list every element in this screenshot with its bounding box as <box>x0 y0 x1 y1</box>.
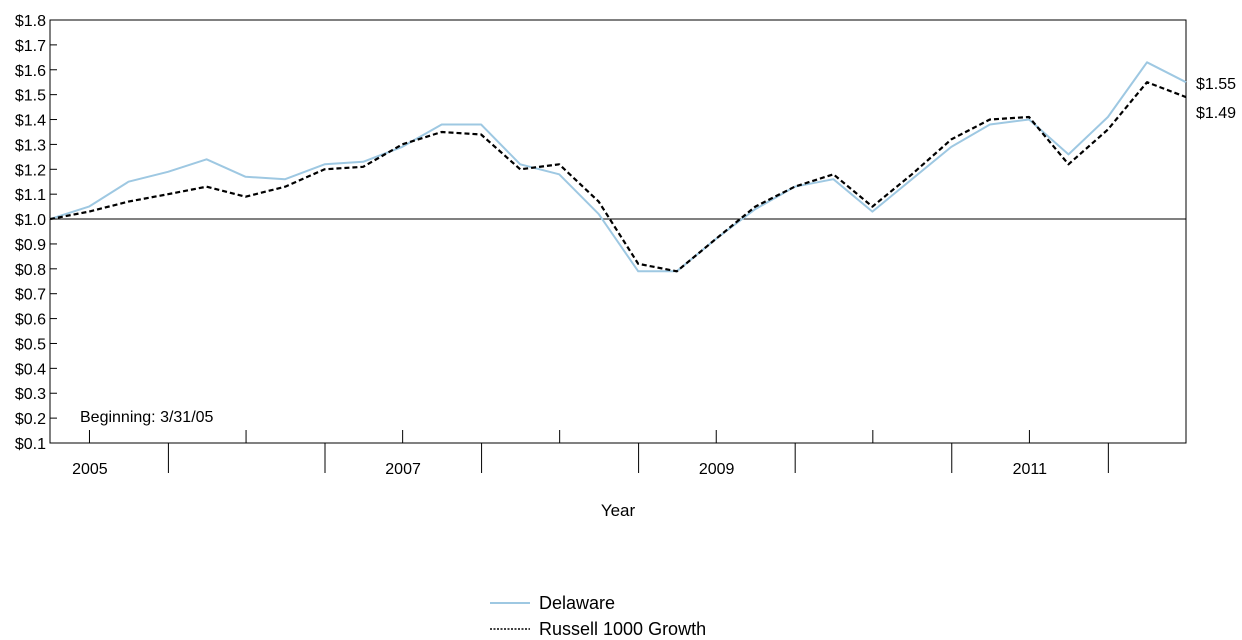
y-tick-label: $0.4 <box>15 361 46 378</box>
x-tick-label: 2011 <box>1013 461 1048 478</box>
y-tick-label: $1.2 <box>15 162 46 179</box>
y-tick-label: $1.5 <box>15 88 46 105</box>
y-tick-label: $0.7 <box>15 287 46 304</box>
y-tick-label: $1.8 <box>15 13 46 30</box>
y-tick-label: $1.0 <box>15 212 46 229</box>
x-tick-label: 2007 <box>385 461 421 478</box>
x-axis-title: Year <box>601 501 636 520</box>
x-tick-label: 2005 <box>72 461 108 478</box>
y-tick-label: $1.7 <box>15 38 46 55</box>
y-tick-label: $0.8 <box>15 262 46 279</box>
y-tick-label: $0.3 <box>15 386 46 403</box>
y-tick-label: $1.1 <box>15 187 46 204</box>
series-line-delaware <box>49 61 1187 273</box>
legend-label-delaware: Delaware <box>539 593 615 613</box>
y-tick-label: $0.9 <box>15 237 46 254</box>
y-tick-label: $0.1 <box>15 436 46 453</box>
beginning-annotation: Beginning: 3/31/05 <box>80 409 214 426</box>
y-tick-label: $1.4 <box>15 113 46 130</box>
y-tick-label: $1.3 <box>15 137 46 154</box>
x-tick-label: 2009 <box>699 461 735 478</box>
end-label-russell: $1.49 <box>1196 105 1236 122</box>
series-line-russell-1000-growth <box>49 81 1187 273</box>
plot-frame <box>49 19 1187 444</box>
end-label-delaware: $1.55 <box>1196 76 1236 93</box>
y-tick-label: $0.2 <box>15 411 46 428</box>
y-tick-label: $0.5 <box>15 336 46 353</box>
y-tick-label: $1.6 <box>15 63 46 80</box>
y-tick-label: $0.6 <box>15 312 46 329</box>
legend: Delaware Russell 1000 Growth <box>490 593 706 639</box>
legend-label-russell: Russell 1000 Growth <box>539 619 706 639</box>
